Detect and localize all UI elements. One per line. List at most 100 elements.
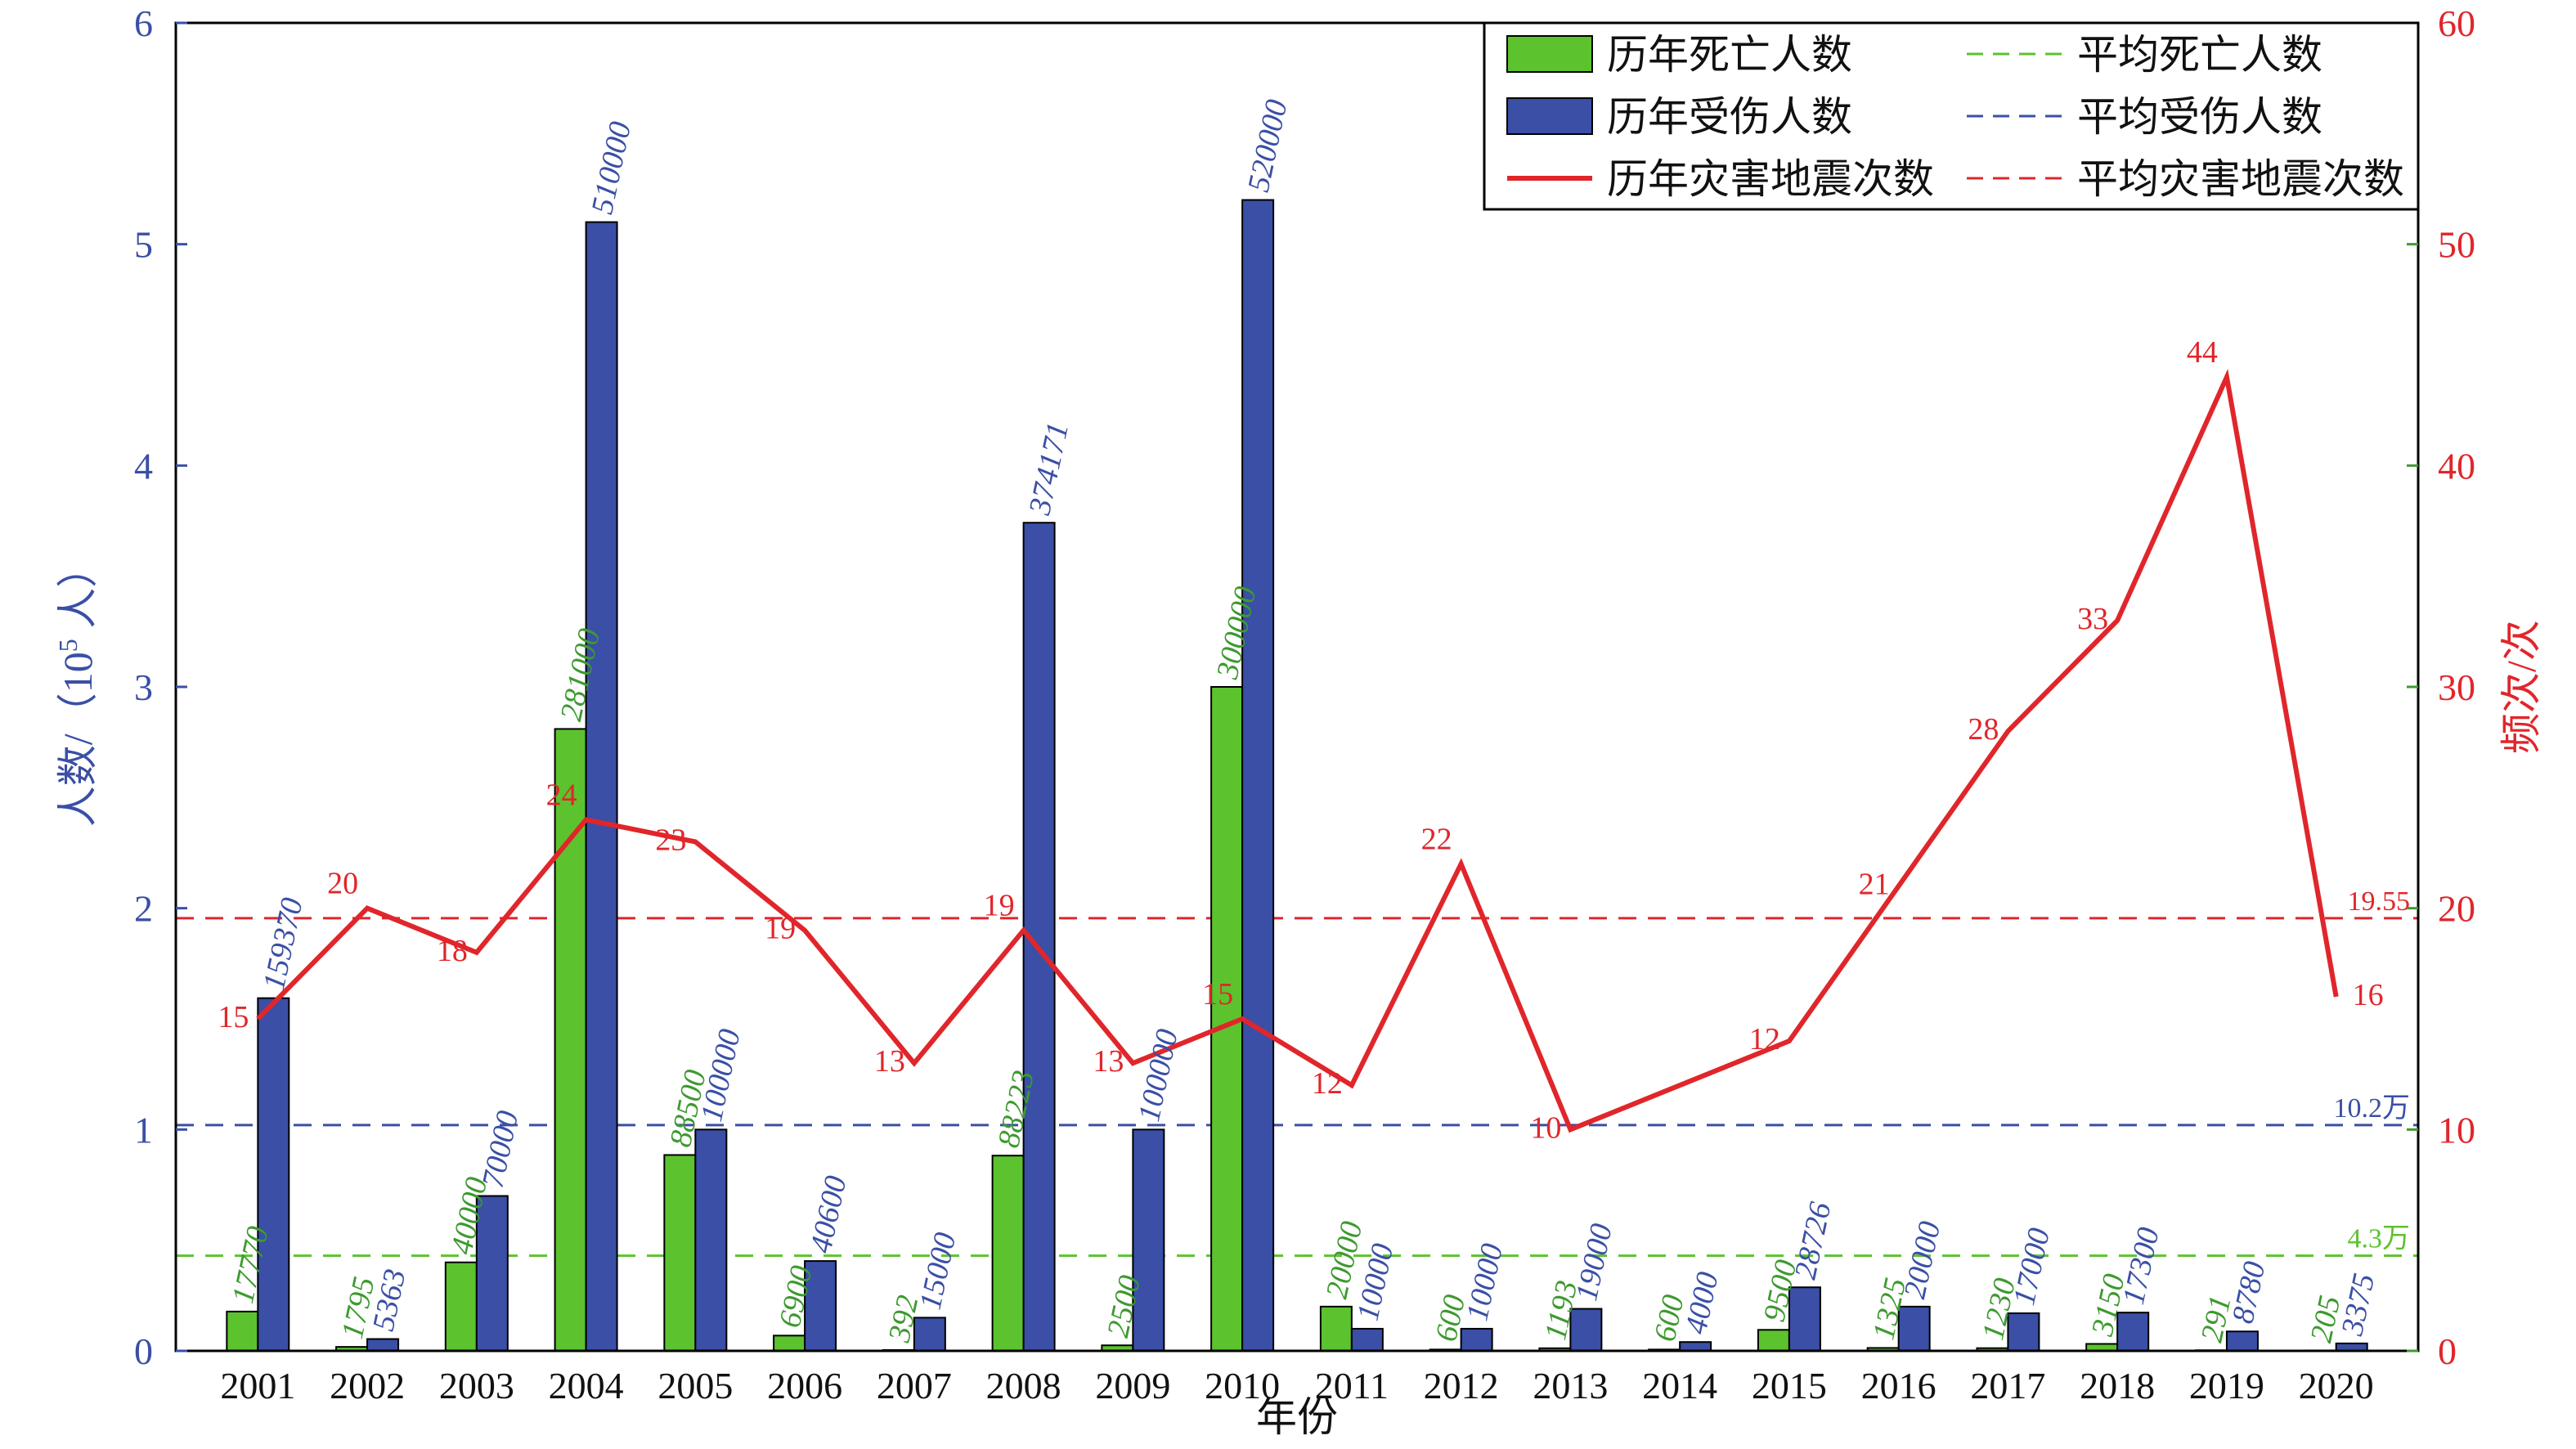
right-tick-label: 0: [2438, 1330, 2457, 1372]
right-tick-label: 10: [2438, 1109, 2475, 1151]
injury-value-label: 159370: [257, 895, 310, 993]
death-bar: [1757, 1329, 1790, 1352]
injury-value-label: 10000: [1460, 1240, 1510, 1324]
quake-value-label: 18: [437, 934, 468, 968]
injury-value-label: 20000: [1897, 1218, 1947, 1302]
x-tick-label: 2018: [2080, 1365, 2155, 1406]
injury-bar: [2225, 1330, 2259, 1353]
death-bar: [1319, 1305, 1353, 1353]
quake-value-label: 44: [2187, 335, 2218, 370]
right-tick-label: 60: [2438, 2, 2475, 44]
right-tick-label: 30: [2438, 666, 2475, 708]
death-bar: [554, 728, 587, 1352]
x-tick-label: 2006: [767, 1365, 842, 1406]
x-tick-label: 2016: [1861, 1365, 1936, 1406]
x-tick-label: 2019: [2189, 1365, 2264, 1406]
injury-bar: [475, 1195, 509, 1352]
x-tick-label: 2012: [1424, 1365, 1499, 1406]
injury-bar: [913, 1317, 946, 1353]
x-tick-label: 2002: [330, 1365, 405, 1406]
x-tick-label: 2003: [439, 1365, 514, 1406]
injury-value-label: 19000: [1569, 1221, 1619, 1304]
injury-bar: [1350, 1327, 1384, 1353]
x-tick-label: 2005: [657, 1365, 733, 1406]
right-tick-label: 40: [2438, 445, 2475, 487]
data-labels: 1777015937017955363400007000028100051000…: [218, 96, 2383, 1346]
injury-bar: [1132, 1128, 1165, 1353]
legend-label-average: 平均受伤人数: [2077, 93, 2322, 141]
left-tick-label: 0: [134, 1330, 153, 1372]
legend-label-average: 平均灾害地震次数: [2077, 155, 2404, 203]
x-tick-label: 2020: [2299, 1365, 2374, 1406]
injury-value-label: 40600: [804, 1173, 854, 1256]
quake-value-label: 20: [327, 867, 358, 901]
x-tick-label: 2014: [1642, 1365, 1717, 1406]
injury-value-label: 374171: [1022, 419, 1075, 518]
left-tick-label: 1: [134, 1109, 153, 1151]
legend-swatch-death: [1506, 35, 1593, 73]
average-label: 4.3万: [2348, 1224, 2411, 1254]
legend-label-average: 平均死亡人数: [2077, 31, 2322, 79]
quake-value-label: 22: [1421, 823, 1452, 857]
left-axis-title: 人数/（105 人）: [53, 547, 101, 827]
quake-value-label: 15: [218, 1000, 249, 1034]
legend-label-quake: 历年灾害地震次数: [1607, 155, 1934, 203]
quake-value-label: 19: [765, 912, 796, 946]
quake-value-label: 16: [2353, 978, 2384, 1012]
quake-value-label: 15: [1202, 977, 1233, 1012]
x-tick-label: 2007: [877, 1365, 952, 1406]
death-bar: [773, 1335, 806, 1352]
quake-value-label: 13: [874, 1044, 905, 1079]
average-label: 19.55: [2348, 886, 2411, 917]
injury-value-label: 510000: [585, 119, 638, 217]
legend-label-injury: 历年受伤人数: [1607, 93, 1852, 141]
right-tick-label: 50: [2438, 224, 2475, 266]
death-bar: [444, 1261, 478, 1352]
x-tick-label: 2010: [1205, 1365, 1280, 1406]
injury-value-label: 15000: [913, 1230, 963, 1313]
injury-bar: [1679, 1341, 1712, 1353]
injury-bar: [257, 997, 290, 1353]
x-tick-label: 2015: [1752, 1365, 1827, 1406]
injury-bar: [1897, 1305, 1931, 1353]
x-tick-label: 2004: [549, 1365, 624, 1406]
right-tick-label: 20: [2438, 888, 2475, 930]
x-tick-label: 2001: [220, 1365, 295, 1406]
quake-value-label: 24: [546, 778, 577, 812]
death-bar: [991, 1155, 1025, 1352]
x-axis-title: 年份: [1256, 1394, 1338, 1440]
injury-bar: [1788, 1286, 1821, 1352]
injury-value-label: 17000: [2007, 1225, 2057, 1308]
quake-value-label: 21: [1859, 868, 1890, 902]
quake-value-label: 28: [1968, 712, 1999, 747]
bars: [226, 199, 2368, 1353]
quake-polyline: [256, 368, 2339, 1133]
injury-value-label: 8780: [2226, 1258, 2273, 1326]
injury-bar: [1241, 199, 1275, 1353]
left-tick-label: 6: [134, 2, 153, 44]
quake-value-label: 10: [1530, 1110, 1561, 1145]
quake-value-label: 12: [1749, 1022, 1780, 1056]
quake-value-label: 23: [655, 823, 686, 857]
average-lines: 4.3万 10.2万 19.55: [176, 886, 2418, 1258]
x-tick-label: 2009: [1095, 1365, 1170, 1406]
injury-value-label: 70000: [476, 1108, 526, 1191]
x-tick-label: 2017: [1970, 1365, 2045, 1406]
left-tick-label: 4: [134, 445, 153, 487]
quake-line: [256, 368, 2339, 1133]
quake-value-label: 13: [1093, 1044, 1124, 1079]
quake-value-label: 33: [2077, 602, 2108, 636]
injury-value-label: 5363: [366, 1266, 413, 1334]
quake-value-label: 12: [1312, 1066, 1343, 1101]
legend-box: [1483, 21, 2420, 211]
left-tick-label: 3: [134, 666, 153, 708]
injury-value-label: 4000: [1679, 1269, 1726, 1337]
death-bar: [663, 1154, 697, 1352]
death-bar: [226, 1310, 259, 1353]
x-tick-label: 2013: [1533, 1365, 1608, 1406]
injury-bar: [366, 1338, 400, 1352]
injury-bar: [1460, 1327, 1493, 1353]
